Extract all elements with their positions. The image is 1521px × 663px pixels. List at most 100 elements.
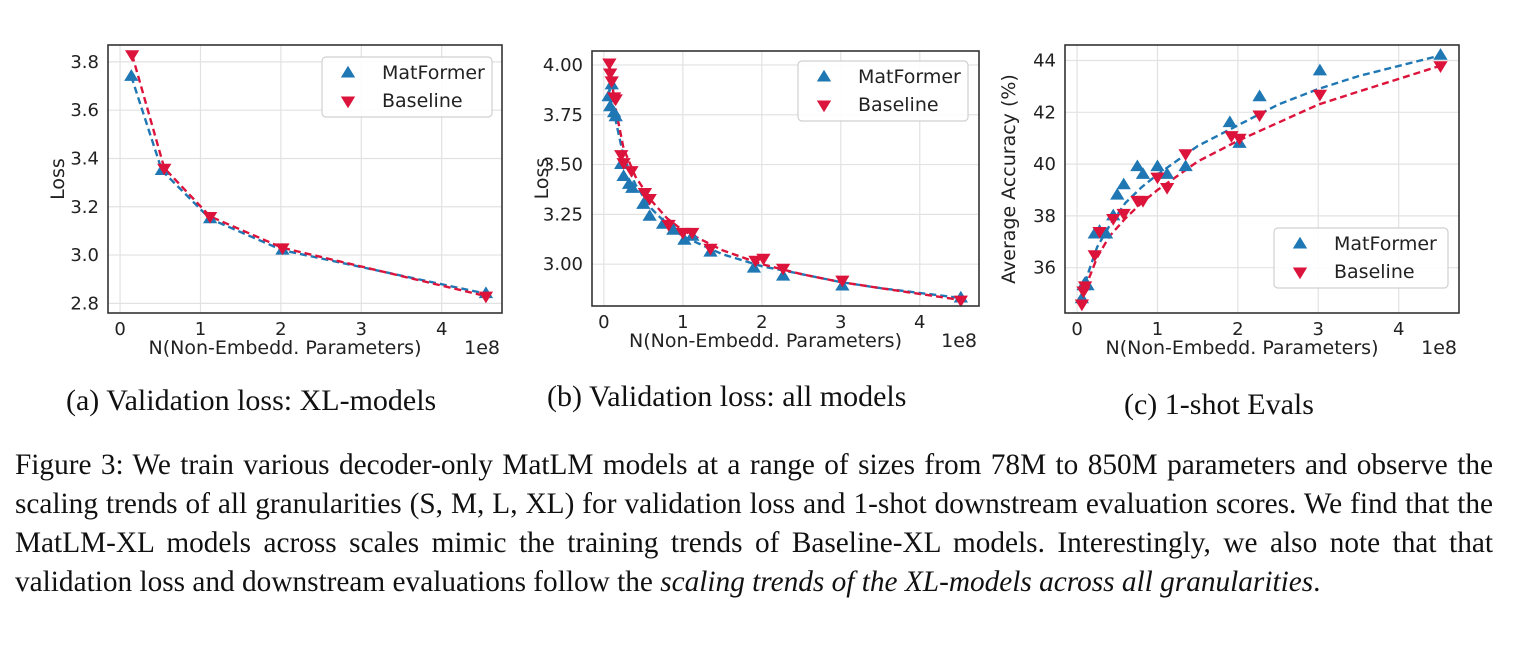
baseline-point [202, 211, 218, 224]
x-tick-label: 2 [275, 319, 286, 340]
x-tick-label: 0 [598, 312, 609, 333]
baseline-point [775, 263, 791, 276]
matformer-point [1135, 167, 1151, 179]
matformer-point [1433, 48, 1448, 60]
matformer-point [1252, 89, 1267, 102]
baseline-point [756, 253, 771, 266]
matformer-point [666, 223, 681, 235]
legend-label: Baseline [858, 94, 939, 116]
baseline-point [157, 163, 172, 176]
x-tick-label: 1 [677, 312, 688, 333]
baseline-point [603, 68, 618, 81]
x-tick-label: 3 [1313, 319, 1324, 340]
legend-label: MatFormer [382, 62, 485, 84]
y-tick-label: 42 [1033, 102, 1056, 123]
legend-label: Baseline [382, 90, 463, 112]
matformer-point [608, 109, 623, 122]
baseline-point [1077, 281, 1093, 294]
baseline-point [1252, 110, 1267, 123]
y-axis-label: Average Accuracy (%) [998, 74, 1020, 284]
matformer-point [625, 181, 640, 193]
baseline-point [637, 187, 653, 200]
legend-box [797, 60, 969, 122]
chart-panel-b: 0 1 2 3 4 3.00 3.25 3.50 3.75 4.00 N(Non-Embedd. P… [531, 50, 980, 352]
subcaption-b: (b) Validation loss: all models [547, 380, 907, 413]
legend-label: Baseline [1334, 261, 1415, 283]
matformer-point [1098, 226, 1114, 239]
y-tick-label: 3.8 [70, 52, 99, 73]
x-axis-label: N(Non-Embedd. Parameters) [1106, 337, 1379, 359]
baseline-point [642, 193, 657, 206]
baseline-point [624, 166, 639, 178]
baseline-legend-marker [1292, 267, 1308, 280]
baseline-fit-line [130, 54, 487, 298]
matformer-point [1150, 159, 1165, 172]
baseline-point [616, 158, 631, 170]
y-tick-label: 3.25 [543, 204, 583, 225]
legend-box [321, 56, 493, 118]
baseline-point [1092, 226, 1107, 239]
x-tick-label: 1 [1152, 319, 1163, 340]
x-tick-label: 3 [356, 319, 367, 340]
matformer-legend-marker [1292, 236, 1308, 249]
legend-label: MatFormer [1334, 233, 1437, 255]
caption-lead: Figure 3: We train various decoder-only … [15, 449, 1493, 598]
baseline-point [953, 295, 968, 308]
baseline-point [748, 255, 763, 268]
y-tick-label: 44 [1033, 51, 1056, 72]
baseline-point [1232, 133, 1247, 146]
matformer-point [616, 169, 631, 181]
matformer-point [636, 197, 651, 209]
x-tick-label: 4 [436, 319, 447, 340]
baseline-point [1116, 208, 1131, 221]
baseline-point [835, 275, 850, 288]
baseline-point [608, 94, 623, 107]
baseline-legend-marker [340, 96, 356, 109]
y-tick-label: 2.8 [70, 293, 99, 314]
baseline-point [275, 243, 290, 256]
matformer-point [746, 260, 762, 273]
matformer-point [1130, 159, 1145, 172]
figure-caption: Figure 3: We train various decoder-only … [15, 446, 1493, 602]
matformer-point [1312, 63, 1328, 76]
caption-tail: . [1313, 566, 1321, 598]
baseline-point [478, 291, 494, 304]
baseline-legend-marker [816, 100, 832, 113]
baseline-point [614, 150, 629, 162]
y-tick-label: 3.6 [70, 100, 99, 121]
x-tick-label: 4 [1393, 319, 1404, 340]
matformer-point [1159, 167, 1175, 179]
baseline-point [1159, 182, 1175, 195]
caption-emphasis: scaling trends of the XL-models across a… [660, 566, 1314, 598]
baseline-point [675, 227, 690, 240]
y-axis-label: Loss [47, 158, 69, 200]
baseline-point [1106, 214, 1121, 226]
x-tick-label: 3 [835, 312, 846, 333]
y-tick-label: 4.00 [543, 55, 583, 76]
x-axis-label: N(Non-Embedd. Parameters) [629, 330, 902, 352]
matformer-point [1110, 187, 1125, 200]
matformer-legend-marker [340, 65, 356, 78]
y-tick-label: 3.00 [543, 254, 583, 275]
y-axis-label: Loss [531, 158, 553, 200]
x-offset-text: 1e8 [464, 337, 500, 359]
baseline-point [1074, 299, 1090, 312]
y-tick-label: 3.75 [543, 105, 583, 126]
baseline-point [604, 76, 619, 89]
baseline-point [1135, 195, 1151, 208]
plot-frame [1064, 44, 1460, 314]
x-tick-label: 0 [114, 319, 125, 340]
y-tick-label: 3.50 [543, 155, 583, 176]
matformer-point [642, 209, 657, 221]
x-tick-label: 2 [756, 312, 767, 333]
legend-label: MatFormer [858, 66, 961, 88]
y-tick-label: 40 [1033, 154, 1056, 175]
y-tick-label: 3.2 [70, 197, 99, 218]
baseline-point [1087, 250, 1102, 262]
baseline-point [1433, 61, 1448, 73]
baseline-point [1150, 172, 1165, 185]
x-offset-text: 1e8 [1421, 337, 1457, 359]
matformer-point [1178, 159, 1193, 172]
baseline-point [124, 50, 140, 62]
